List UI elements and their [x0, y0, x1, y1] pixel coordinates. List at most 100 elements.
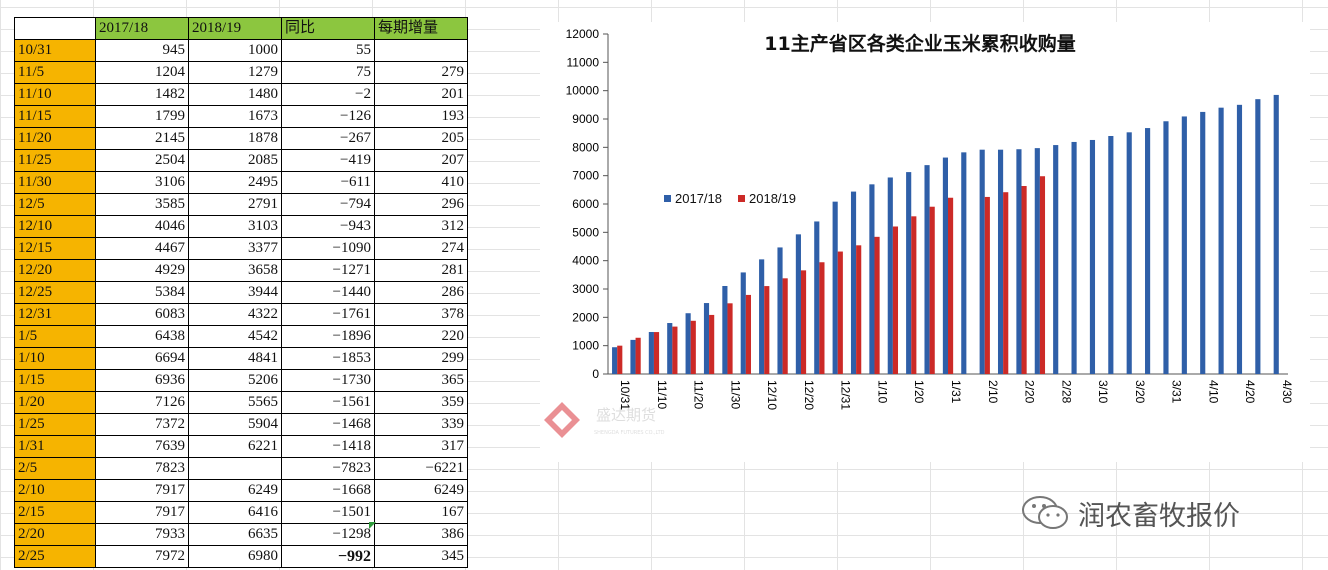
value-cell[interactable]: 286 [374, 281, 468, 304]
value-cell[interactable]: 4322 [188, 303, 282, 326]
value-cell[interactable]: −1896 [281, 325, 375, 348]
date-cell[interactable]: 11/30 [14, 171, 96, 194]
value-cell[interactable]: 1673 [188, 105, 282, 128]
value-cell[interactable]: 7372 [95, 413, 189, 436]
date-cell[interactable]: 1/10 [14, 347, 96, 370]
value-cell[interactable]: 2504 [95, 149, 189, 172]
value-cell[interactable]: 378 [374, 303, 468, 326]
value-cell[interactable]: 1279 [188, 61, 282, 84]
date-cell[interactable]: 12/5 [14, 193, 96, 216]
value-cell[interactable]: 6980 [188, 545, 282, 568]
value-cell[interactable]: −2 [281, 83, 375, 106]
value-cell[interactable]: 6416 [188, 501, 282, 524]
date-cell[interactable]: 12/31 [14, 303, 96, 326]
value-cell[interactable]: 5565 [188, 391, 282, 414]
value-cell[interactable]: 3658 [188, 259, 282, 282]
value-cell[interactable]: 281 [374, 259, 468, 282]
value-cell[interactable]: 3106 [95, 171, 189, 194]
date-cell[interactable]: 12/20 [14, 259, 96, 282]
value-cell[interactable]: 7933 [95, 523, 189, 546]
value-cell[interactable]: 274 [374, 237, 468, 260]
value-cell[interactable]: 945 [95, 39, 189, 62]
value-cell[interactable]: −992 [281, 545, 375, 568]
value-cell[interactable]: −126 [281, 105, 375, 128]
value-cell[interactable]: 3944 [188, 281, 282, 304]
header-cell[interactable]: 2017/18 [95, 17, 189, 40]
value-cell[interactable]: −943 [281, 215, 375, 238]
value-cell[interactable]: 1482 [95, 83, 189, 106]
value-cell[interactable]: −794 [281, 193, 375, 216]
value-cell[interactable]: −1761 [281, 303, 375, 326]
date-cell[interactable]: 11/5 [14, 61, 96, 84]
date-cell[interactable]: 11/25 [14, 149, 96, 172]
date-cell[interactable]: 11/20 [14, 127, 96, 150]
value-cell[interactable]: 6249 [188, 479, 282, 502]
date-cell[interactable]: 1/25 [14, 413, 96, 436]
value-cell[interactable]: 2145 [95, 127, 189, 150]
date-cell[interactable]: 2/25 [14, 545, 96, 568]
header-cell[interactable] [14, 17, 96, 40]
header-cell[interactable]: 每期增量 [374, 17, 468, 40]
value-cell[interactable]: 279 [374, 61, 468, 84]
value-cell[interactable]: 4046 [95, 215, 189, 238]
date-cell[interactable]: 2/15 [14, 501, 96, 524]
value-cell[interactable]: 7639 [95, 435, 189, 458]
value-cell[interactable]: 365 [374, 369, 468, 392]
value-cell[interactable]: 207 [374, 149, 468, 172]
date-cell[interactable]: 2/5 [14, 457, 96, 480]
chart-panel[interactable]: 0 1000 2000 3000 4000 5000 6000 7000 8000 9000 100… [540, 22, 1310, 462]
value-cell[interactable]: −7823 [281, 457, 375, 480]
value-cell[interactable]: 3377 [188, 237, 282, 260]
value-cell[interactable]: −1468 [281, 413, 375, 436]
value-cell[interactable]: 6221 [188, 435, 282, 458]
value-cell[interactable]: 6438 [95, 325, 189, 348]
value-cell[interactable]: 7823 [95, 457, 189, 480]
value-cell[interactable]: −1090 [281, 237, 375, 260]
date-cell[interactable]: 1/15 [14, 369, 96, 392]
value-cell[interactable]: 6083 [95, 303, 189, 326]
date-cell[interactable]: 1/31 [14, 435, 96, 458]
date-cell[interactable]: 1/5 [14, 325, 96, 348]
value-cell[interactable]: 1799 [95, 105, 189, 128]
value-cell[interactable]: 5384 [95, 281, 189, 304]
value-cell[interactable]: 220 [374, 325, 468, 348]
value-cell[interactable]: 386 [374, 523, 468, 546]
value-cell[interactable]: 4929 [95, 259, 189, 282]
date-cell[interactable]: 2/20 [14, 523, 96, 546]
date-cell[interactable]: 2/10 [14, 479, 96, 502]
value-cell[interactable]: 1480 [188, 83, 282, 106]
value-cell[interactable]: −1418 [281, 435, 375, 458]
value-cell[interactable]: 7126 [95, 391, 189, 414]
value-cell[interactable]: 296 [374, 193, 468, 216]
value-cell[interactable]: 7917 [95, 501, 189, 524]
value-cell[interactable]: −1271 [281, 259, 375, 282]
value-cell[interactable]: −267 [281, 127, 375, 150]
value-cell[interactable]: 75 [281, 61, 375, 84]
value-cell[interactable]: −6221 [374, 457, 468, 480]
value-cell[interactable]: 6635 [188, 523, 282, 546]
value-cell[interactable]: −611 [281, 171, 375, 194]
date-cell[interactable]: 1/20 [14, 391, 96, 414]
value-cell[interactable]: 193 [374, 105, 468, 128]
date-cell[interactable]: 12/15 [14, 237, 96, 260]
value-cell[interactable]: 1000 [188, 39, 282, 62]
value-cell[interactable]: −1501 [281, 501, 375, 524]
value-cell[interactable]: 1204 [95, 61, 189, 84]
value-cell[interactable]: 4542 [188, 325, 282, 348]
value-cell[interactable] [188, 457, 282, 480]
value-cell[interactable]: 7917 [95, 479, 189, 502]
value-cell[interactable]: 201 [374, 83, 468, 106]
value-cell[interactable] [374, 39, 468, 62]
value-cell[interactable]: 299 [374, 347, 468, 370]
value-cell[interactable]: 317 [374, 435, 468, 458]
value-cell[interactable]: −419 [281, 149, 375, 172]
value-cell[interactable]: 5904 [188, 413, 282, 436]
value-cell[interactable]: 7972 [95, 545, 189, 568]
date-cell[interactable]: 12/10 [14, 215, 96, 238]
value-cell[interactable]: 3585 [95, 193, 189, 216]
value-cell[interactable]: 410 [374, 171, 468, 194]
date-cell[interactable]: 12/25 [14, 281, 96, 304]
value-cell[interactable]: −1853 [281, 347, 375, 370]
value-cell[interactable]: 339 [374, 413, 468, 436]
date-cell[interactable]: 10/31 [14, 39, 96, 62]
